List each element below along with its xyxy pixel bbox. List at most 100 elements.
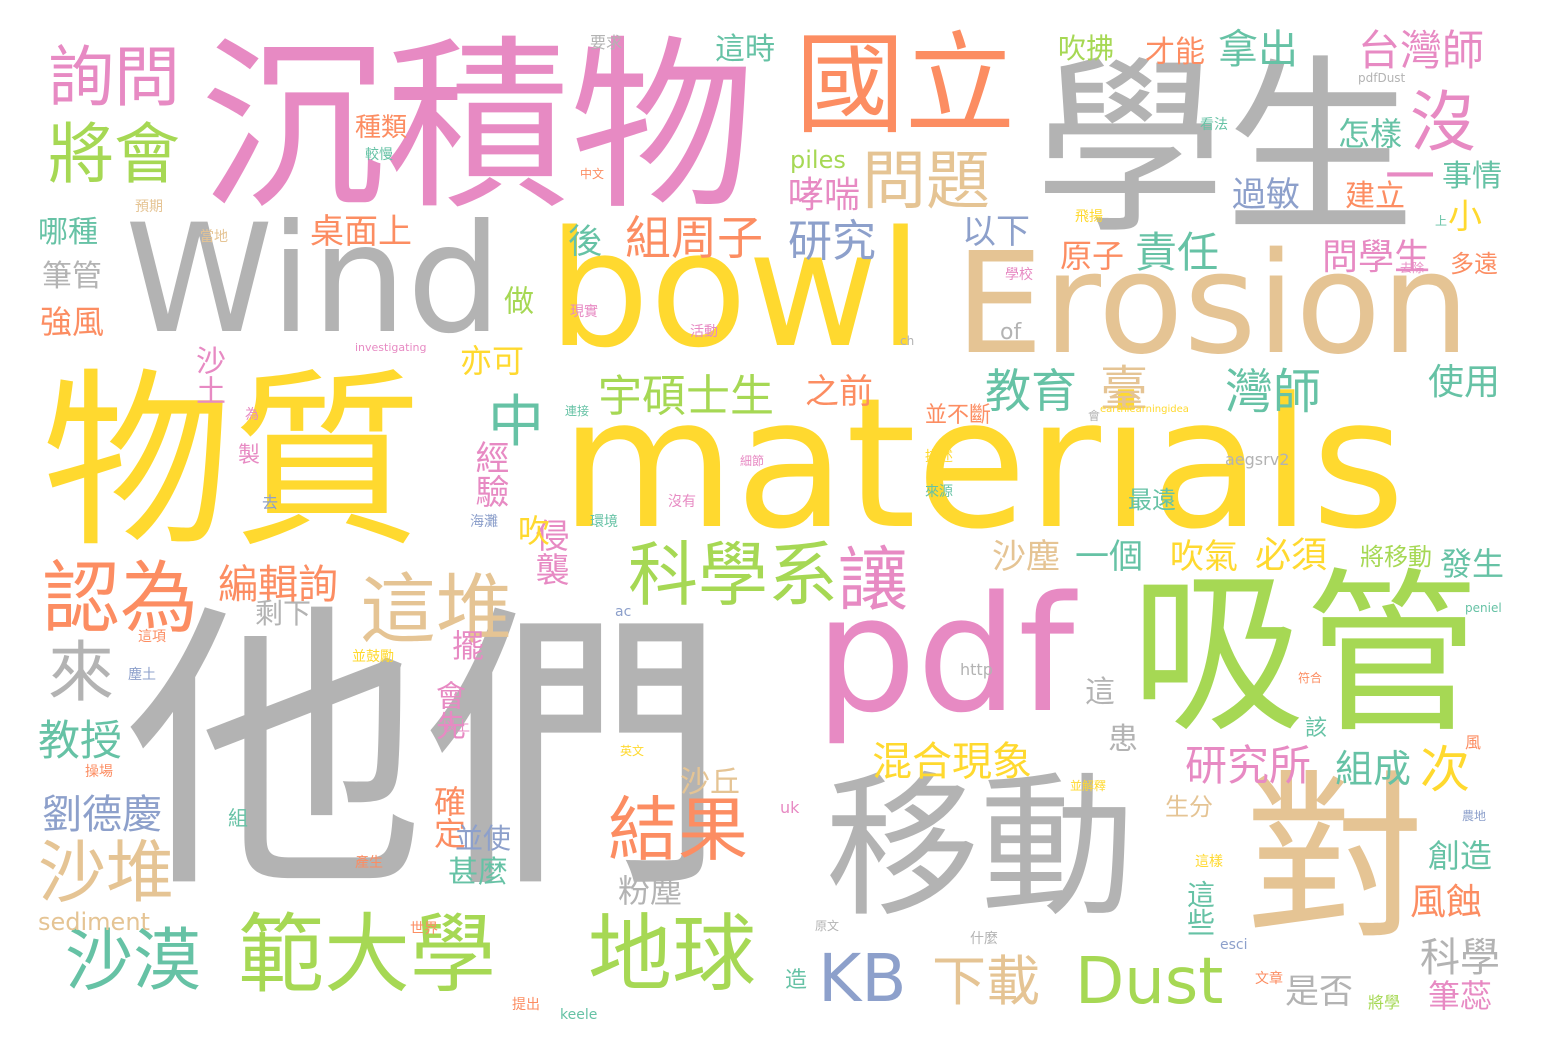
word-biguan: 筆管	[42, 259, 102, 294]
word-renwei: 認為	[42, 554, 199, 644]
word-jingyan: 經驗	[469, 440, 509, 508]
word-yushuoshisheng: 宇碩士生	[598, 371, 774, 422]
word-huan: 患	[1108, 722, 1138, 757]
word-meiyou: 沒有	[668, 494, 696, 510]
word-zhonglei: 種類	[355, 113, 408, 143]
word-shachen: 沙塵	[992, 537, 1060, 577]
word-peniel: peniel	[1465, 601, 1502, 615]
word-bitrui: 筆蕊	[1428, 977, 1493, 1015]
word-yi: 一	[1385, 148, 1435, 206]
word-shengfen: 生分	[1165, 793, 1213, 821]
word-xuexiao: 學校	[1005, 267, 1033, 283]
word-lianjie: 連接	[565, 404, 590, 418]
word-fasheng: 發生	[1440, 545, 1505, 583]
word-pdfdust: pdfDust	[1358, 71, 1406, 85]
word-xianshi: 現實	[570, 304, 598, 320]
word-wuzhi: 物質	[42, 352, 423, 573]
word-guoli: 國立	[795, 21, 1015, 149]
word-chansheng: 產生	[355, 855, 383, 871]
word-chuangzao: 創造	[1428, 837, 1493, 875]
word-jiangxue: 將學	[1368, 993, 1401, 1012]
word-yidong: 移動	[825, 757, 1135, 938]
word-bowl: bowl	[548, 196, 923, 383]
word-esci: esci	[1220, 937, 1248, 953]
word-dust: Dust	[1075, 945, 1224, 1019]
word-caochang: 操場	[85, 764, 113, 780]
word-zheyang: 這樣	[1195, 854, 1223, 870]
word-http: http	[960, 660, 993, 679]
word-yishang: 以上	[442, 719, 470, 735]
word-fandaxue: 範大學	[238, 905, 496, 1005]
word-xuesheng: 學生	[1035, 39, 1416, 260]
word-yaoqiu: 要求	[590, 33, 623, 52]
word-nazhong: 哪種	[38, 215, 98, 250]
word-kanfa: 看法	[1200, 117, 1228, 133]
word-zuo: 做	[498, 285, 533, 315]
word-kexuexi: 科學系	[628, 534, 838, 616]
word-zhedui: 這堆	[360, 565, 512, 654]
word-yingwen: 英文	[620, 744, 645, 758]
word-chuiqi: 吹氣	[1170, 537, 1238, 577]
word-xunwen: 詢問	[48, 39, 180, 116]
word-lai: 來	[48, 634, 114, 711]
word-fenchen: 粉塵	[618, 872, 683, 910]
word-huodong: 活動	[690, 324, 718, 340]
word-wenxuesheng: 問學生	[1322, 237, 1431, 278]
word-shatu: 沙土	[190, 345, 225, 405]
word-zao: 造	[785, 968, 808, 993]
word-yixia: 以下	[962, 212, 1030, 252]
word-nongdi: 農地	[1462, 809, 1487, 823]
word-zuiyuan: 最遠	[1128, 486, 1176, 514]
word-wanshi: 灣師	[1225, 364, 1322, 420]
word-huixian: 會先	[430, 680, 465, 740]
word-jiaoman: 較慢	[365, 147, 393, 163]
word-fuhe: 符合	[1298, 671, 1323, 685]
word-uk: uk	[780, 798, 800, 817]
word-kexue: 科學	[1420, 935, 1500, 981]
word-zhexiang: 這項	[138, 629, 166, 645]
word-caineng: 才能	[1145, 35, 1205, 70]
word-zhe: 這	[1085, 675, 1115, 710]
word-aegsrv2: aegsrv2	[1225, 450, 1290, 469]
word-hui: 會	[1088, 409, 1101, 423]
word-zhexie: 這些	[1183, 880, 1216, 936]
word-shang: 上	[1435, 214, 1448, 228]
word-qu: 去	[262, 493, 279, 512]
word-earthlearningidea: earthlearningidea	[1100, 404, 1189, 415]
word-jianghui: 將會	[48, 116, 180, 193]
word-hou: 後	[568, 222, 602, 262]
word-gai: 該	[1305, 716, 1328, 741]
word-ch: ch	[900, 334, 915, 348]
word-zhong: 中	[488, 390, 544, 455]
word-wind: Wind	[125, 193, 502, 367]
word-liudeqing: 劉德慶	[42, 792, 162, 838]
word-xiaochuan: 哮喘	[788, 175, 861, 216]
word-yike: 亦可	[460, 342, 525, 380]
word-sediment: sediment	[38, 908, 150, 936]
word-bianjixun: 編輯詢	[218, 562, 338, 608]
word-bingshi: 並使	[455, 822, 512, 855]
word-jiaoyu: 教育	[985, 364, 1077, 418]
word-tichu: 提出	[512, 997, 540, 1013]
word-jianli: 建立	[1345, 179, 1405, 214]
word-feng: 風	[1465, 733, 1482, 752]
word-huanjing: 環境	[590, 514, 618, 530]
word-wenti: 問題	[862, 145, 990, 219]
word-pdf: pdf	[815, 561, 1075, 748]
word-zhiqian: 之前	[805, 372, 873, 412]
word-shiqing: 事情	[1442, 159, 1502, 194]
word-zuzhouzi: 組周子	[625, 211, 763, 265]
word-zhi: 製	[238, 443, 261, 468]
word-materials: materials	[560, 360, 1406, 569]
word-bingjieshi: 並解釋	[1070, 779, 1107, 793]
word-wenzhang: 文章	[1255, 971, 1283, 987]
word-shadui: 沙堆	[38, 834, 175, 913]
word-xiguan: 吸管	[1130, 554, 1480, 757]
word-zeren: 責任	[1135, 228, 1220, 277]
word-dui: 對	[1245, 755, 1426, 964]
word-fengshi: 風蝕	[1410, 882, 1483, 923]
word-taiwanshi: 台灣師	[1358, 26, 1485, 75]
word-xiazai: 下載	[932, 950, 1040, 1013]
word-zucheng: 組成	[1335, 747, 1412, 791]
word-jiaoshou: 教授	[38, 716, 123, 765]
